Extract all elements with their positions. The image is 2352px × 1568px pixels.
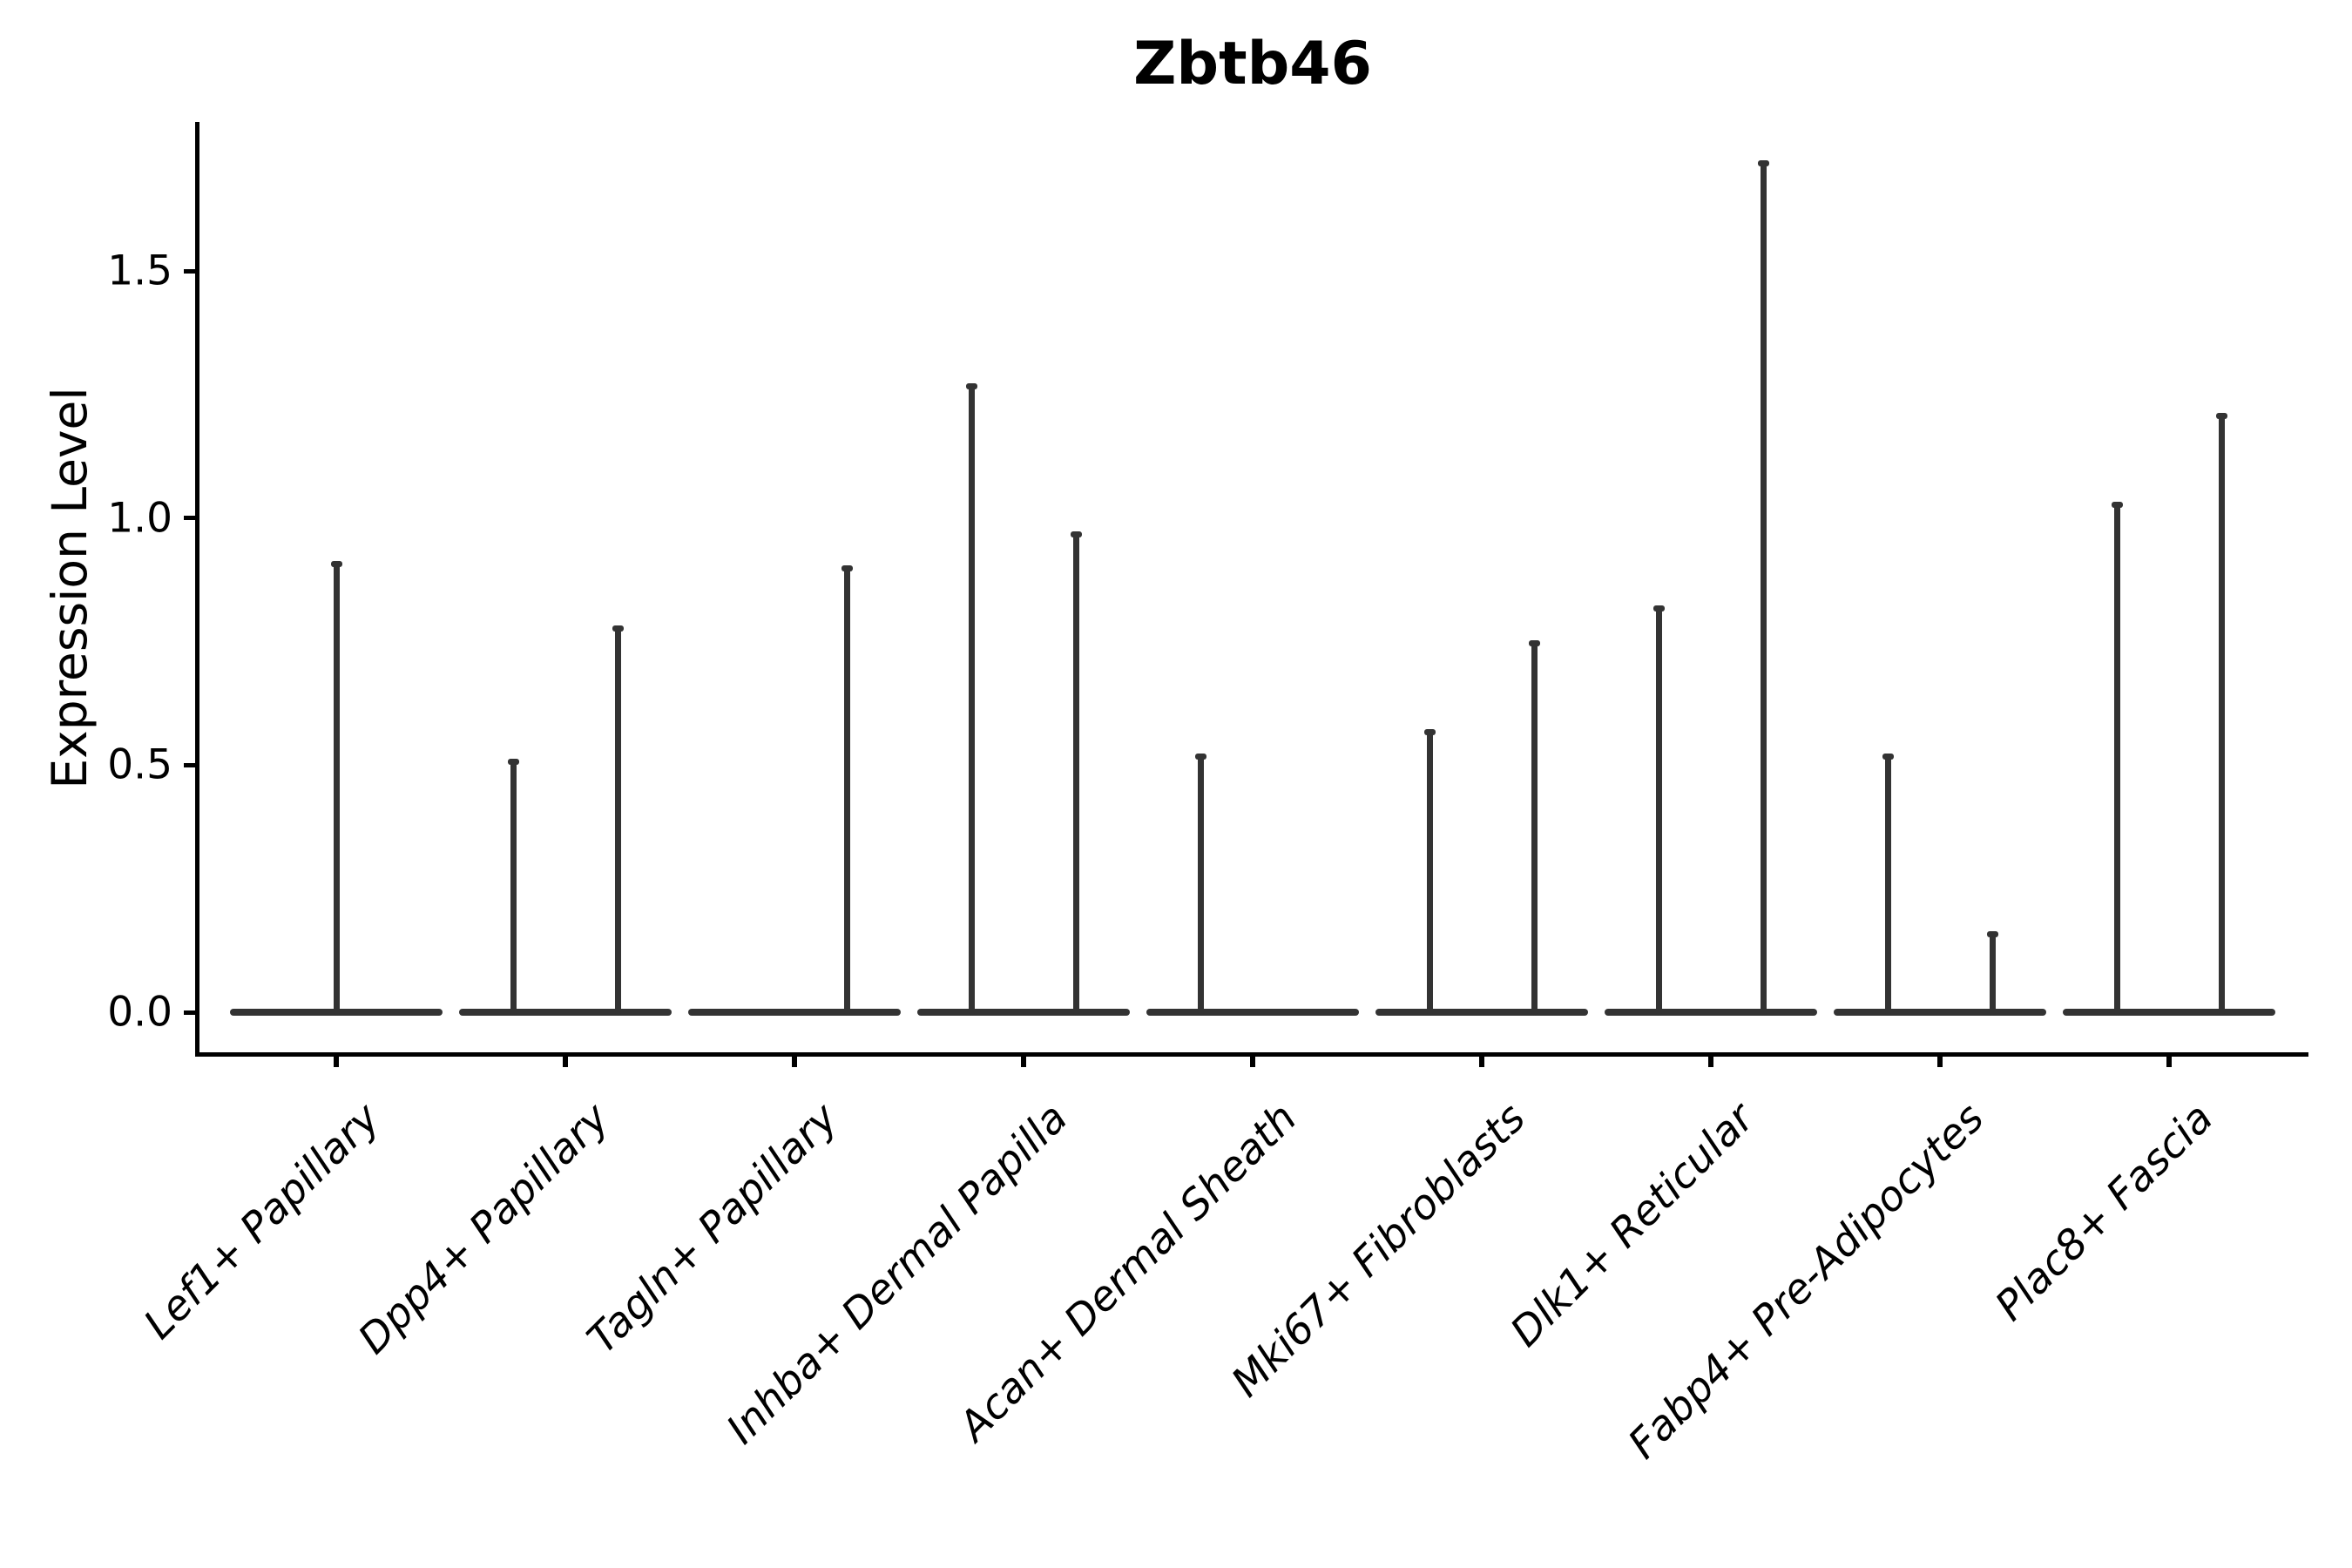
- y-tick-label: 0.0: [107, 988, 172, 1037]
- violin-baseline: [1605, 1009, 1817, 1016]
- violin-spike-cap: [330, 560, 342, 567]
- violin-baseline: [1834, 1009, 2046, 1016]
- x-tick: [563, 1054, 568, 1067]
- y-tick: [184, 268, 197, 274]
- violin-baseline: [1146, 1009, 1359, 1016]
- violin-spike: [1884, 755, 1891, 1016]
- violin-spike: [333, 562, 340, 1016]
- violin-spike-cap: [1423, 728, 1436, 735]
- violin-spike-cap: [841, 565, 853, 572]
- violin-spike: [1760, 162, 1767, 1016]
- violin-spike-cap: [1986, 931, 1998, 938]
- violin-spike: [1197, 755, 1204, 1016]
- y-axis-label: Expression Level: [42, 387, 98, 789]
- violin-spike: [2218, 414, 2225, 1016]
- y-tick-label: 1.0: [107, 494, 172, 543]
- y-axis-spine: [195, 122, 199, 1057]
- violin-baseline: [459, 1009, 672, 1016]
- violin-spike-cap: [612, 625, 624, 632]
- violin-spike-cap: [1528, 639, 1540, 646]
- chart-title: Zbtb46: [1133, 30, 1372, 98]
- violin-baseline: [2063, 1009, 2275, 1016]
- violin-baseline: [1375, 1009, 1588, 1016]
- violin-spike: [843, 567, 850, 1016]
- x-tick-label: Dpp4+ Papillary: [348, 1094, 618, 1364]
- x-tick-label: Lef1+ Papillary: [134, 1094, 389, 1349]
- x-tick: [1479, 1054, 1484, 1067]
- violin-baseline: [917, 1009, 1130, 1016]
- violin-spike-cap: [2111, 501, 2123, 508]
- violin-baseline: [688, 1009, 901, 1016]
- x-tick-label: Tagln+ Papillary: [578, 1094, 848, 1363]
- x-tick-label: Dlk1+ Reticular: [1501, 1094, 1764, 1356]
- violin-spike: [1655, 606, 1662, 1016]
- violin-spike: [1531, 641, 1538, 1016]
- x-tick: [1021, 1054, 1026, 1067]
- violin-spike: [614, 626, 621, 1016]
- violin-spike-cap: [1757, 160, 1769, 167]
- x-tick-label: Plac8+ Fascia: [1985, 1094, 2222, 1331]
- violin-spike-cap: [1070, 531, 1082, 537]
- violin-spike-cap: [2215, 412, 2227, 419]
- violin-spike: [2113, 503, 2120, 1016]
- violin-spike: [1426, 730, 1433, 1016]
- x-tick: [2166, 1054, 2172, 1067]
- violin-spike: [968, 384, 975, 1016]
- y-tick-label: 1.5: [107, 247, 172, 295]
- x-tick: [792, 1054, 797, 1067]
- x-tick: [1250, 1054, 1255, 1067]
- violin-spike-cap: [965, 382, 977, 389]
- y-tick: [184, 516, 197, 521]
- x-tick: [334, 1054, 339, 1067]
- violin-spike-cap: [1652, 605, 1665, 612]
- y-tick: [184, 1010, 197, 1015]
- x-tick: [1937, 1054, 1943, 1067]
- x-tick: [1708, 1054, 1713, 1067]
- violin-spike-cap: [1194, 754, 1206, 760]
- violin-spike: [1072, 532, 1079, 1016]
- y-tick: [184, 762, 197, 767]
- violin-spike: [1989, 933, 1996, 1016]
- violin-spike-cap: [507, 758, 519, 765]
- violin-spike: [510, 760, 517, 1016]
- violin-spike-cap: [1882, 754, 1894, 760]
- y-tick-label: 0.5: [107, 740, 172, 789]
